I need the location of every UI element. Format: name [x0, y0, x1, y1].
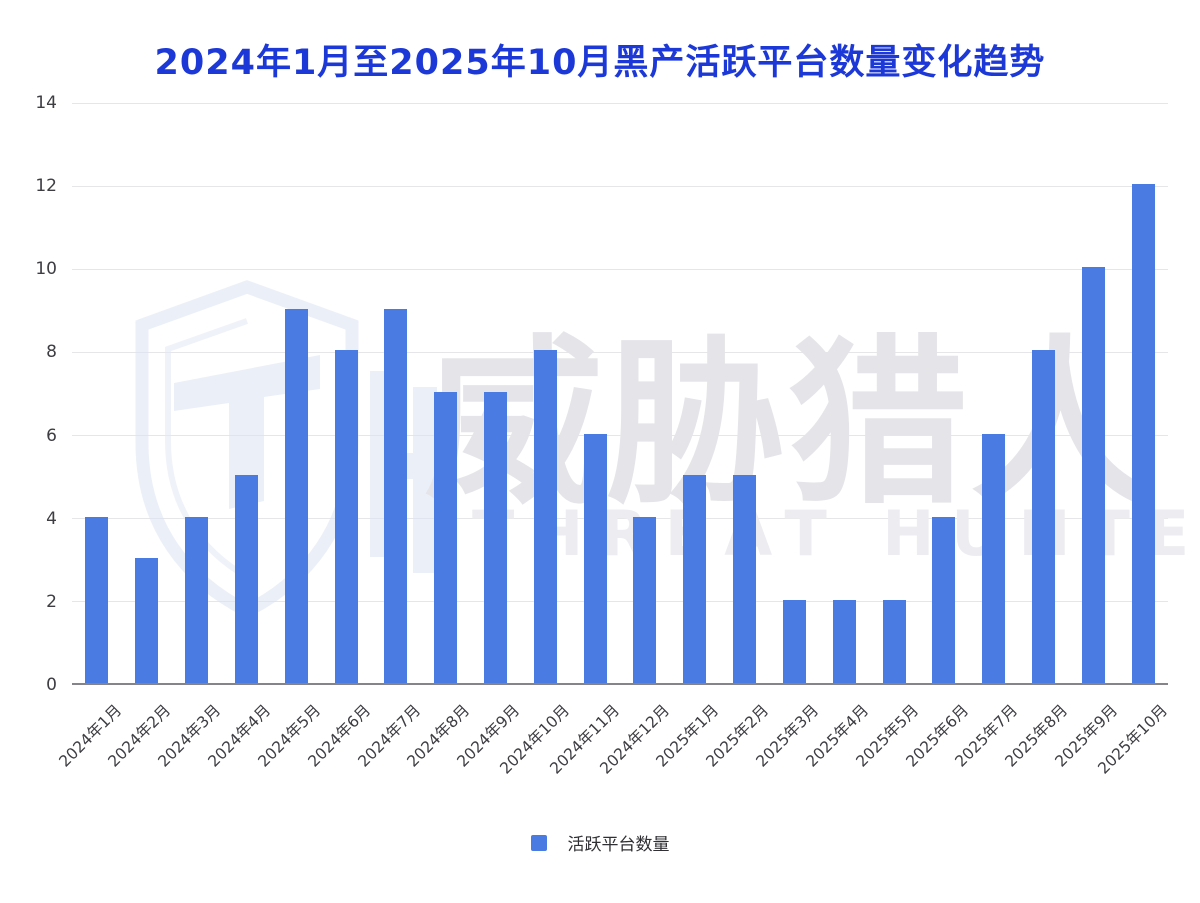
y-axis-label: 14	[35, 93, 57, 113]
bar-2024-11[interactable]	[583, 433, 607, 683]
gridline	[72, 518, 1168, 520]
gridline	[72, 185, 1168, 187]
gridline	[72, 435, 1168, 437]
bar-2024-5[interactable]	[284, 308, 308, 683]
gridline	[72, 268, 1168, 270]
bar-2024-9[interactable]	[483, 392, 507, 683]
grid-layer	[72, 102, 1168, 685]
bar-2025-1[interactable]	[683, 475, 707, 683]
y-axis-label: 10	[35, 259, 57, 280]
bar-2024-3[interactable]	[185, 516, 209, 683]
bar-2025-9[interactable]	[1081, 267, 1105, 683]
bar-2024-1[interactable]	[85, 516, 109, 683]
bar-2025-6[interactable]	[932, 516, 956, 683]
bar-2025-4[interactable]	[832, 599, 856, 683]
chart-title: 2024年1月至2025年10月黑产活跃平台数量变化趋势	[154, 43, 1046, 83]
gridline	[72, 351, 1168, 353]
bar-2024-2[interactable]	[135, 558, 159, 683]
gridline	[72, 102, 1168, 104]
bar-2025-3[interactable]	[782, 599, 806, 683]
y-axis-label: 12	[35, 176, 57, 197]
bar-2025-10[interactable]	[1131, 184, 1155, 683]
bar-2025-5[interactable]	[882, 599, 906, 683]
bars-layer	[72, 103, 1168, 685]
y-axis-label: 0	[46, 675, 57, 695]
bar-2025-7[interactable]	[982, 433, 1006, 683]
bar-2025-8[interactable]	[1031, 350, 1055, 683]
x-axis-baseline	[72, 683, 1168, 685]
bar-2025-2[interactable]	[733, 475, 757, 683]
gridline	[72, 601, 1168, 603]
bar-2024-4[interactable]	[234, 475, 258, 683]
legend-swatch	[530, 834, 547, 851]
legend-label: 活跃平台数量	[567, 835, 670, 855]
y-axis-label: 2	[46, 591, 57, 612]
bar-2024-12[interactable]	[633, 516, 657, 683]
bar-2024-8[interactable]	[434, 392, 458, 683]
bar-2024-7[interactable]	[384, 308, 408, 683]
bar-2024-10[interactable]	[533, 350, 557, 683]
x-axis: 2024年1月 2024年2月 2024年3月 2024年4月 2024年5月 2024年…	[55, 685, 1171, 815]
bar-2024-6[interactable]	[334, 350, 358, 683]
y-axis-label: 4	[46, 508, 57, 529]
y-axis-label: 6	[46, 425, 57, 446]
plot-area: 威胁猎人 THREAT HUNTER	[72, 102, 1200, 685]
legend-item[interactable]: 活跃平台数量	[0, 830, 1200, 855]
y-axis-label: 8	[46, 342, 57, 363]
